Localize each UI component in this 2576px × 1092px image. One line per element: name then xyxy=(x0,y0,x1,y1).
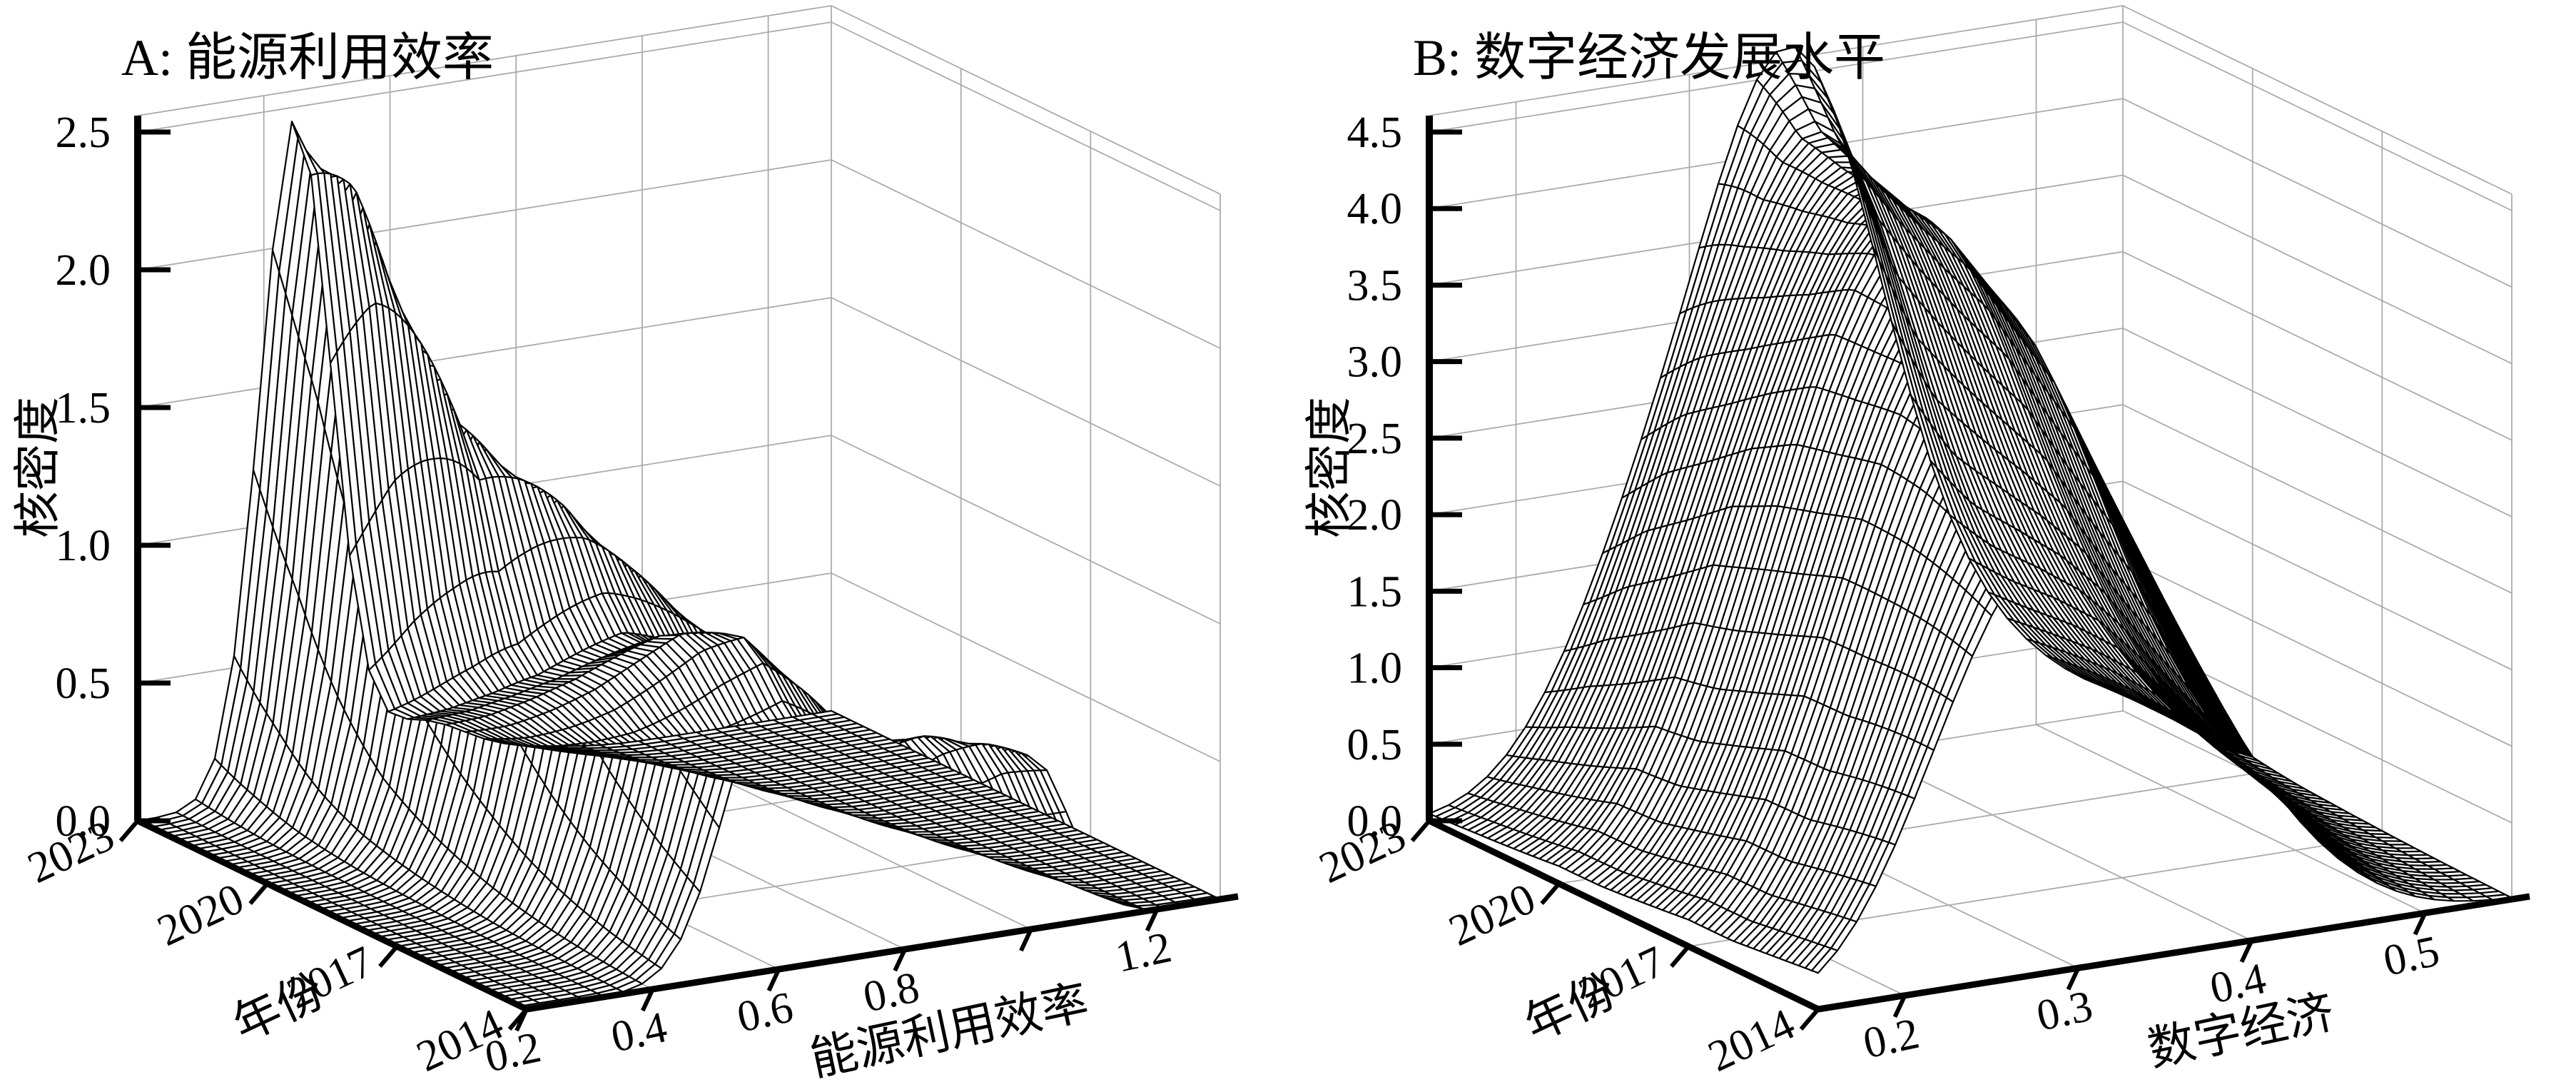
panel-a-title: A: 能源利用效率 xyxy=(121,29,494,86)
z-tick-label: 1.0 xyxy=(56,522,111,570)
z-tick-label: 0.5 xyxy=(56,659,111,708)
surface-mesh xyxy=(1428,46,2513,974)
surface-mesh xyxy=(136,121,1222,1011)
x-tick-label: 0.3 xyxy=(2032,981,2096,1041)
z-tick-label: 2.0 xyxy=(56,246,111,295)
year-tick-label: 2014 xyxy=(1701,1000,1802,1081)
axis-lines xyxy=(1410,116,2530,1031)
z-tick-label: 1.5 xyxy=(1347,567,1403,616)
panel-a-y-axis-label: 年份 xyxy=(225,965,333,1052)
x-tick-label: 0.4 xyxy=(607,1003,671,1062)
panel-b-title: B: 数字经济发展水平 xyxy=(1413,29,1885,86)
year-tick-label: 2020 xyxy=(1442,874,1543,956)
x-tick-label: 1.2 xyxy=(1112,923,1176,982)
x-tick-label: 0.6 xyxy=(733,983,797,1042)
panel-b: 0.00.51.01.52.02.53.03.54.04.52023202020… xyxy=(1304,5,2530,1081)
z-tick-label: 0.0 xyxy=(1347,797,1403,846)
panel-a-z-axis-label: 核密度 xyxy=(12,397,64,538)
x-tick-label: 0.8 xyxy=(859,963,923,1022)
z-tick-label: 1.5 xyxy=(56,384,111,433)
x-tick-label: 0.2 xyxy=(1859,1009,1923,1068)
x-tick-label: 0.5 xyxy=(2379,926,2443,986)
z-tick-label: 4.5 xyxy=(1347,108,1403,157)
z-tick-label: 3.0 xyxy=(1347,338,1403,387)
panel-b-y-axis-label: 年份 xyxy=(1517,965,1624,1052)
year-tick-label: 2020 xyxy=(151,874,251,956)
z-tick-label: 0.5 xyxy=(1347,721,1403,769)
surface-mesh-strip xyxy=(1428,46,2131,818)
x-tick-label: 0.4 xyxy=(2206,954,2270,1013)
x-tick-label: 0.2 xyxy=(481,1023,545,1082)
z-tick-label: 1.0 xyxy=(1347,644,1403,693)
surface-mesh-strip xyxy=(136,121,839,825)
z-tick-label: 3.5 xyxy=(1347,261,1403,310)
panel-b-z-axis-label: 核密度 xyxy=(1304,397,1356,538)
z-tick-label: 2.0 xyxy=(1347,491,1403,540)
z-tick-label: 0.0 xyxy=(56,797,111,846)
z-tick-label: 4.0 xyxy=(1347,185,1403,233)
z-tick-label: 2.5 xyxy=(1347,415,1403,463)
panel-b-axes: 0.00.51.01.52.02.53.03.54.04.52023202020… xyxy=(1312,5,2530,1081)
panel-a-x-axis-label: 能源利用效率 xyxy=(806,976,1093,1086)
z-tick-label: 2.5 xyxy=(56,108,111,157)
axis-lines xyxy=(118,116,1239,1032)
